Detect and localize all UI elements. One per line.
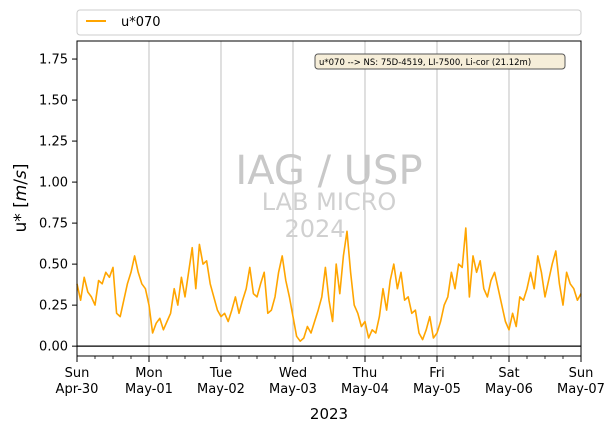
y-tick-label: 0.00 (39, 340, 68, 355)
x-tick-label-date: May-04 (341, 382, 389, 397)
x-axis: SunApr-30MonMay-01TueMay-02WedMay-03ThuM… (56, 356, 605, 397)
watermark-title: IAG / USP (235, 148, 422, 194)
x-tick-label-day: Sun (65, 366, 90, 381)
watermark-year: 2024 (284, 215, 345, 243)
x-tick-label-date: May-05 (413, 382, 461, 397)
y-tick-label: 1.50 (39, 94, 68, 109)
y-tick-label: 0.75 (39, 217, 68, 232)
x-tick-label-date: May-03 (269, 382, 317, 397)
x-tick-label-day: Fri (429, 366, 445, 381)
x-tick-label-day: Sun (569, 366, 594, 381)
annotation-box: u*070 --> NS: 75D-4519, LI-7500, Li-cor … (314, 53, 566, 70)
x-tick-label-date: May-02 (197, 382, 245, 397)
x-tick-label-day: Sat (498, 366, 519, 381)
x-tick-label-date: May-01 (125, 382, 173, 397)
legend-label-u070: u*070 (121, 15, 161, 30)
y-tick-label: 1.75 (39, 53, 68, 68)
series-layer (76, 227, 582, 343)
x-tick-label-date: Apr-30 (56, 382, 99, 397)
y-tick-label: 0.50 (39, 258, 68, 273)
x-tick-label-day: Tue (209, 366, 232, 381)
y-tick-label: 1.25 (39, 135, 68, 150)
x-tick-label-day: Thu (352, 366, 377, 381)
x-tick-label-date: May-06 (485, 382, 533, 397)
watermark-lab: LAB MICRO (262, 188, 397, 216)
y-axis: 0.00 0.25 0.50 0.75 1.00 1.25 1.50 1.75 (39, 53, 77, 355)
x-axis-label: 2023 (310, 405, 348, 423)
legend-frame (76, 9, 582, 36)
y-tick-label: 0.25 (39, 299, 68, 314)
x-tick-label-date: May-07 (557, 382, 605, 397)
legend[interactable]: u*070 (76, 9, 582, 36)
x-tick-label-day: Wed (279, 366, 307, 381)
series-line-u070 (76, 227, 582, 343)
x-tick-label-day: Mon (135, 366, 162, 381)
y-tick-label: 1.00 (39, 176, 68, 191)
annotation-text: u*070 --> NS: 75D-4519, LI-7500, Li-cor … (319, 58, 531, 68)
watermark: IAG / USP LAB MICRO 2024 (235, 148, 422, 243)
y-axis-label: u* [m/s] (11, 163, 31, 232)
